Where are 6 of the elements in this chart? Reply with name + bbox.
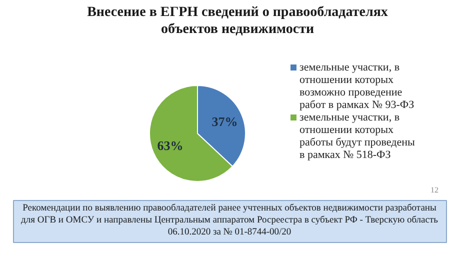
legend-label: земельные участки, в отношении которых работы будут проведены в рамках № 518-ФЗ [300, 112, 416, 161]
text: 12 [430, 186, 438, 194]
data-label: 63% [157, 138, 184, 153]
chart-title: Внесение в ЕГРН сведений о правообладателях объектов недвижимости [87, 5, 388, 37]
data-label: 37% [212, 114, 238, 130]
text: Рекомендации по выявлению правообладателей ранее учтенных объектов недвижимости разработаны для ОГВ и ОМСУ и направлены Центральным аппаратом Росреестра в субъект РФ - Тверскую область 06.10.2020 за № 01-8744-00/20 [21, 204, 439, 238]
